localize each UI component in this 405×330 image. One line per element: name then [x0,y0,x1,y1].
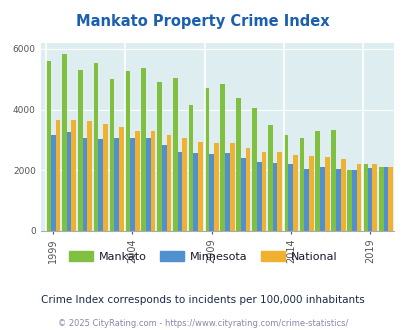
Text: Mankato Property Crime Index: Mankato Property Crime Index [76,14,329,29]
Bar [261,151,266,231]
Bar [362,164,367,231]
Bar [166,135,171,231]
Bar [320,167,324,231]
Bar [125,71,130,231]
Legend: Mankato, Minnesota, National: Mankato, Minnesota, National [64,247,341,267]
Bar [220,84,225,231]
Text: Crime Index corresponds to incidents per 100,000 inhabitants: Crime Index corresponds to incidents per… [41,295,364,305]
Bar [299,139,304,231]
Bar [229,143,234,231]
Bar [335,169,340,231]
Bar [241,158,245,231]
Bar [283,135,288,231]
Bar [387,167,392,231]
Bar [367,168,371,231]
Bar [356,164,360,231]
Bar [315,131,320,231]
Bar [103,124,108,231]
Bar [150,131,155,231]
Bar [109,79,114,231]
Bar [288,164,292,231]
Bar [225,153,229,231]
Bar [267,125,272,231]
Bar [209,154,213,231]
Bar [272,163,277,231]
Bar [145,139,150,231]
Bar [236,98,241,231]
Bar [119,127,124,231]
Bar [198,143,202,231]
Bar [161,145,166,231]
Bar [114,138,119,231]
Bar [130,138,134,231]
Bar [330,130,335,231]
Bar [51,135,55,231]
Bar [193,153,198,231]
Bar [66,132,71,231]
Bar [82,138,87,231]
Bar [346,170,351,231]
Bar [94,63,98,231]
Bar [351,170,356,231]
Bar [371,164,376,231]
Bar [304,169,308,231]
Bar [340,159,345,231]
Bar [98,139,103,231]
Bar [87,121,92,231]
Bar [213,143,218,231]
Bar [78,70,82,231]
Text: © 2025 CityRating.com - https://www.cityrating.com/crime-statistics/: © 2025 CityRating.com - https://www.city… [58,319,347,328]
Bar [245,148,250,231]
Bar [62,53,66,231]
Bar [308,156,313,231]
Bar [256,162,261,231]
Bar [324,157,329,231]
Bar [177,152,182,231]
Bar [182,139,187,231]
Bar [141,68,145,231]
Bar [134,131,139,231]
Bar [173,78,177,231]
Bar [292,155,297,231]
Bar [157,82,161,231]
Bar [188,105,193,231]
Bar [46,61,51,231]
Bar [204,88,209,231]
Bar [55,120,60,231]
Bar [383,167,387,231]
Bar [378,167,383,231]
Bar [71,120,76,231]
Bar [277,152,281,231]
Bar [252,108,256,231]
